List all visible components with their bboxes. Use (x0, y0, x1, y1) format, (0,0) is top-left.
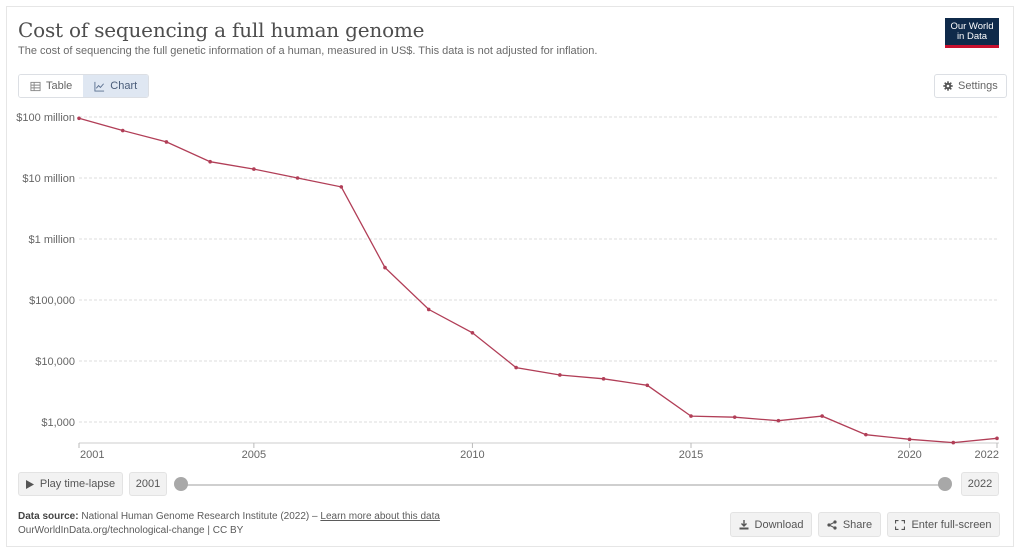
page-subtitle: The cost of sequencing the full genetic … (18, 45, 598, 57)
data-point[interactable] (864, 432, 868, 437)
download-label: Download (754, 518, 804, 531)
data-point[interactable] (426, 307, 431, 312)
source-label: Data source: (18, 511, 79, 522)
timeline-end-handle[interactable] (938, 477, 952, 491)
data-point[interactable] (951, 440, 956, 445)
y-tick-label: $1,000 (41, 417, 75, 429)
share-icon (827, 519, 837, 530)
settings-label: Settings (958, 80, 998, 92)
source-url: OurWorldInData.org/technological-change … (18, 525, 244, 536)
line-chart-icon (94, 81, 105, 92)
data-point[interactable] (470, 330, 475, 335)
play-timelapse-button[interactable]: Play time-lapse (18, 472, 123, 496)
x-tick-label: 2020 (897, 449, 921, 461)
timeline-start-handle[interactable] (174, 477, 188, 491)
x-tick-label: 2010 (460, 449, 484, 461)
data-point[interactable] (164, 140, 169, 144)
data-point[interactable] (252, 167, 256, 171)
download-icon (739, 519, 749, 529)
data-point[interactable] (601, 377, 606, 381)
x-tick-label: 2022 (975, 449, 999, 461)
data-point[interactable] (995, 436, 999, 441)
learn-more-link[interactable]: Learn more about this data (320, 511, 440, 522)
logo-line-2: in Data (956, 31, 988, 42)
share-button[interactable]: Share (818, 512, 881, 537)
data-point[interactable] (820, 414, 824, 418)
view-tabs: Table Chart (18, 74, 150, 98)
x-tick-label: 2001 (80, 449, 104, 461)
tab-chart[interactable]: Chart (83, 75, 149, 97)
tab-table[interactable]: Table (19, 75, 84, 97)
data-source: Data source: National Human Genome Resea… (18, 510, 440, 538)
data-point[interactable] (558, 373, 562, 377)
data-point[interactable] (383, 265, 387, 270)
download-button[interactable]: Download (730, 512, 812, 537)
y-tick-label: $10,000 (35, 356, 75, 368)
data-point[interactable] (776, 418, 781, 423)
y-tick-label: $100,000 (29, 295, 75, 307)
timeline-slider[interactable] (181, 484, 945, 486)
owid-logo[interactable]: Our World in Data (945, 18, 999, 48)
gear-icon (943, 81, 953, 91)
end-year-label: 2022 (967, 478, 993, 490)
data-point[interactable] (339, 185, 344, 189)
settings-button[interactable]: Settings (934, 74, 1007, 98)
data-point[interactable] (295, 176, 300, 180)
share-label: Share (842, 518, 873, 531)
data-point[interactable] (77, 116, 81, 121)
data-point[interactable] (732, 415, 737, 419)
y-tick-label: $1 million (29, 234, 75, 246)
table-icon (30, 81, 41, 91)
data-point[interactable] (120, 128, 125, 133)
start-year-label: 2001 (135, 478, 161, 490)
source-text: National Human Genome Research Institute… (81, 511, 318, 522)
y-tick-label: $10 million (22, 173, 75, 185)
timeline-controls: Play time-lapse 2001 2022 (18, 472, 1000, 498)
logo-line-1: Our World (950, 21, 994, 32)
expand-icon (895, 519, 906, 530)
x-tick-label: 2015 (679, 449, 703, 461)
data-point[interactable] (689, 414, 693, 418)
end-year-button[interactable]: 2022 (961, 472, 999, 496)
fullscreen-button[interactable]: Enter full-screen (887, 512, 1000, 537)
data-point[interactable] (907, 437, 912, 442)
data-point[interactable] (208, 159, 212, 164)
page-title: Cost of sequencing a full human genome (18, 18, 425, 42)
play-timelapse-label: Play time-lapse (39, 478, 116, 490)
play-icon (25, 479, 34, 489)
y-tick-label: $100 million (16, 112, 75, 124)
chart-frame (6, 6, 1014, 547)
data-point[interactable] (514, 365, 518, 370)
tab-table-label: Table (46, 80, 73, 92)
data-point[interactable] (645, 383, 650, 388)
series-line (78, 117, 998, 444)
start-year-button[interactable]: 2001 (129, 472, 167, 496)
x-tick-label: 2005 (242, 449, 266, 461)
tab-chart-label: Chart (110, 80, 138, 92)
fullscreen-label: Enter full-screen (911, 518, 992, 531)
